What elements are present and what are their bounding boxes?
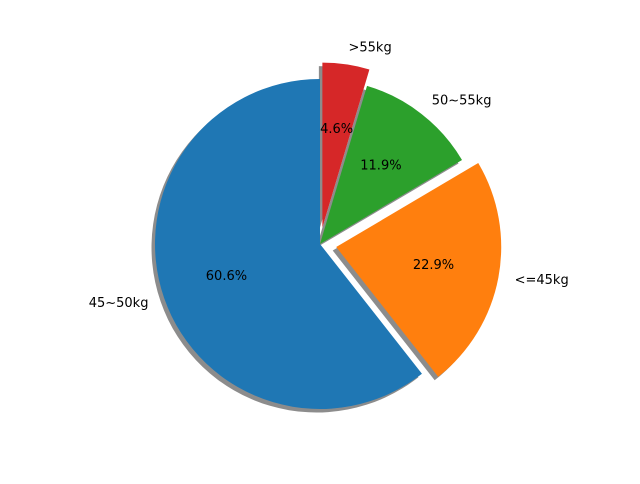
pct-label-55kg: 4.6% <box>320 122 353 137</box>
wedge-50-55kg <box>320 85 463 244</box>
label-45kg: <=45kg <box>515 273 569 288</box>
label-45-50kg: 45~50kg <box>89 296 149 311</box>
percentage-labels: 60.6% 22.9% 11.9% 4.6% <box>206 122 454 284</box>
wedge-55kg <box>322 62 370 228</box>
wedge-45kg <box>336 163 502 377</box>
category-labels: 45~50kg <=45kg 50~55kg >55kg <box>89 41 569 311</box>
pie-wedges <box>154 62 502 409</box>
pct-label-45-50kg: 60.6% <box>206 269 247 284</box>
wedge-45-50kg <box>154 79 422 409</box>
label-50-55kg: 50~55kg <box>432 93 492 108</box>
label-55kg: >55kg <box>349 41 392 56</box>
pct-label-50-55kg: 11.9% <box>360 158 401 173</box>
pct-label-45kg: 22.9% <box>413 258 454 273</box>
